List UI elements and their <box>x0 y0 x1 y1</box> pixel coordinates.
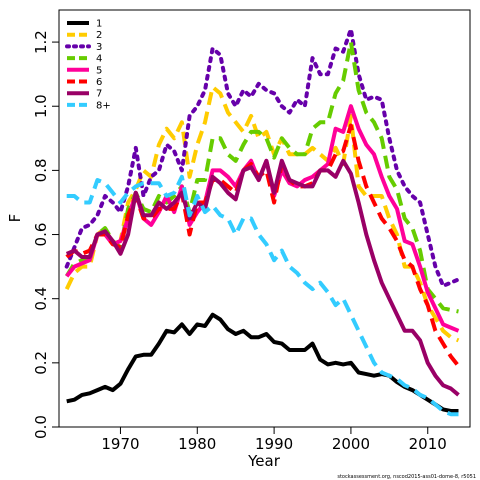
y-tick-label: 0.6 <box>32 223 50 247</box>
x-tick-label: 2000 <box>332 435 370 453</box>
footnote: stockassessment.org, nscod2015-ass01-dom… <box>337 474 476 480</box>
legend-label-4: 4 <box>96 54 102 65</box>
plot-frame <box>58 9 471 428</box>
legend-label-7: 7 <box>96 89 102 100</box>
x-axis-title: Year <box>247 452 281 470</box>
series-line-2 <box>64 85 460 343</box>
y-tick-label: 1.0 <box>32 94 50 118</box>
y-tick-label: 1.2 <box>32 30 50 54</box>
series-layer <box>64 27 461 417</box>
x-tick-label: 1990 <box>255 435 293 453</box>
y-tick-label: 0.8 <box>32 158 50 182</box>
legend-label-6: 6 <box>96 77 102 88</box>
y-tick-label: 0.4 <box>32 287 50 311</box>
series-line-1 <box>66 312 459 413</box>
series-line-4 <box>64 40 459 314</box>
y-axis-title: F <box>6 214 24 223</box>
legend-label-3: 3 <box>96 42 102 53</box>
legend-label-2: 2 <box>96 30 102 41</box>
series-line-3 <box>64 27 461 288</box>
legend-label-8plus: 8+ <box>96 100 111 111</box>
series-line-7 <box>65 158 460 397</box>
x-tick-label: 1980 <box>178 435 216 453</box>
series-line-8plus <box>66 174 459 417</box>
y-tick-label: 0.0 <box>32 415 50 439</box>
x-axis: 1970 1980 1990 2000 2010 <box>101 426 447 453</box>
y-axis: 0.0 0.2 0.4 0.6 0.8 1.0 1.2 <box>32 30 60 439</box>
x-tick-label: 1970 <box>101 435 139 453</box>
legend-label-5: 5 <box>96 65 102 76</box>
legend-label-1: 1 <box>96 19 102 30</box>
x-tick-label: 2010 <box>409 435 447 453</box>
y-tick-label: 0.2 <box>32 351 50 375</box>
